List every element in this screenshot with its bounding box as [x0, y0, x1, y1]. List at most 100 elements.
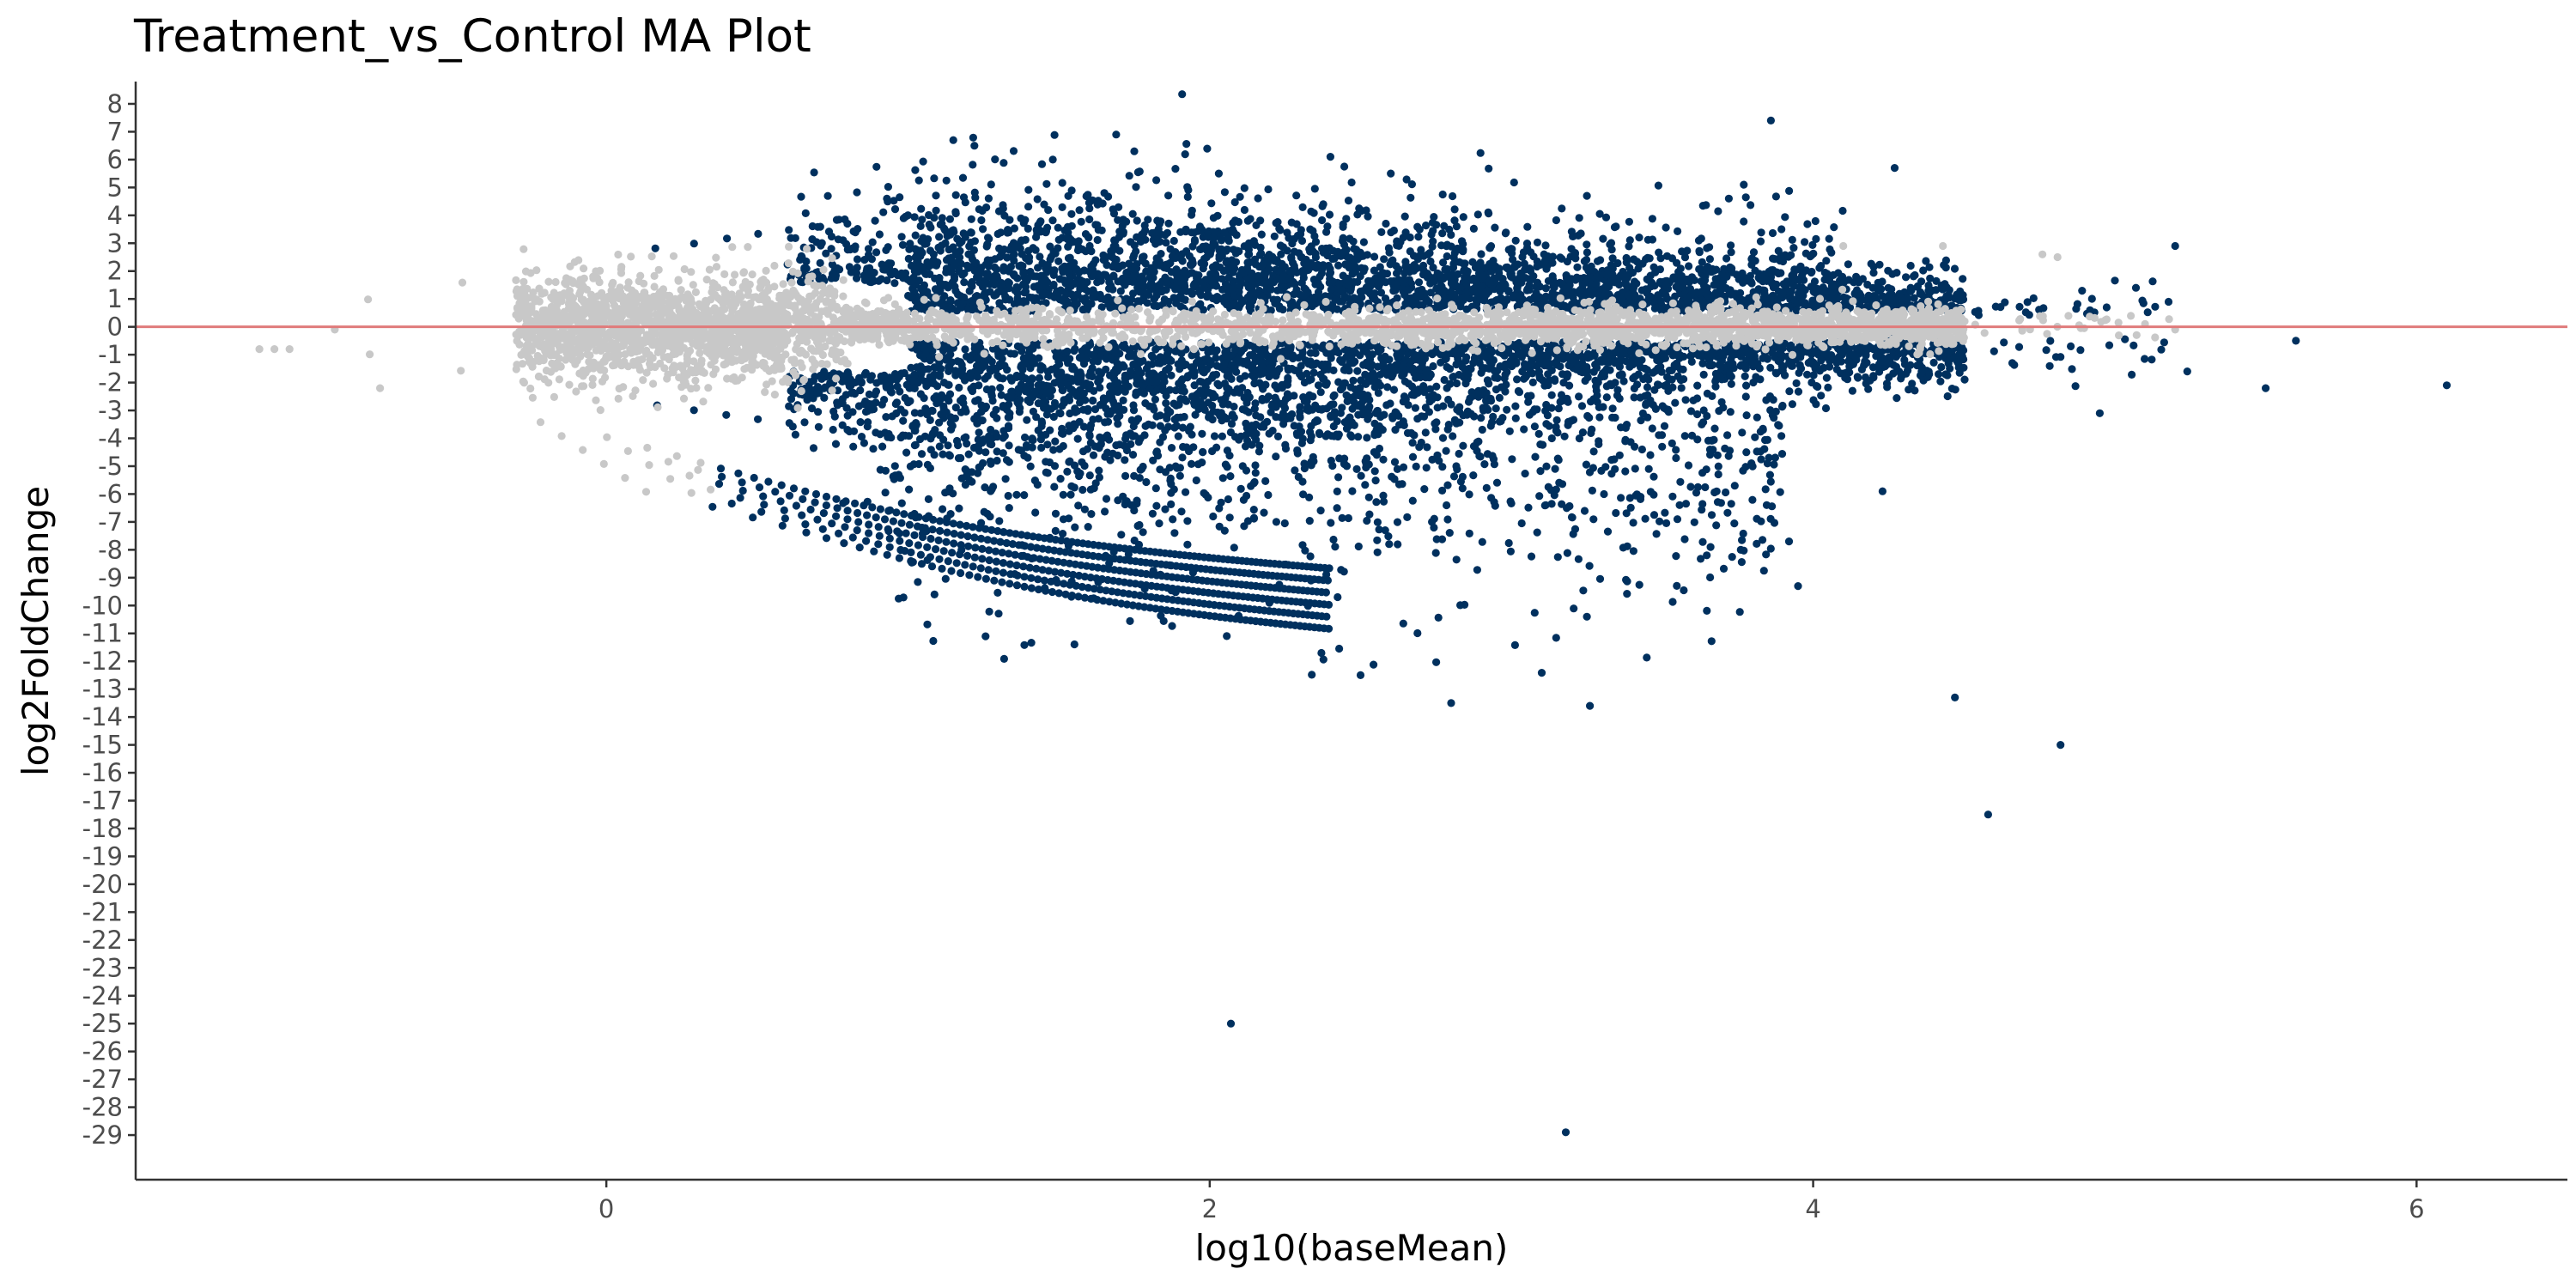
significant-point [1223, 372, 1231, 380]
significant-point [967, 280, 975, 288]
significant-point [1032, 543, 1041, 552]
significant-point [749, 513, 757, 522]
significant-point [977, 534, 986, 543]
significant-point [1078, 485, 1087, 495]
significant-point [1411, 404, 1419, 412]
significant-point [1207, 347, 1216, 355]
significant-point [1060, 580, 1068, 588]
significant-point [1715, 361, 1723, 369]
significant-point [958, 372, 967, 380]
significant-point [983, 536, 992, 544]
significant-point [1029, 244, 1037, 252]
significant-point [970, 553, 979, 562]
significant-point [853, 526, 861, 535]
significant-point [822, 534, 831, 543]
significant-point [1726, 372, 1735, 380]
significant-point [1854, 373, 1862, 382]
significant-point [1483, 376, 1492, 385]
significant-point [1139, 389, 1148, 398]
significant-point [1681, 396, 1690, 404]
significant-point [916, 222, 925, 230]
significant-point [857, 378, 866, 386]
significant-point [1382, 219, 1390, 228]
significant-point [1356, 287, 1364, 296]
significant-point [813, 515, 822, 524]
significant-point [1085, 471, 1094, 480]
significant-point [802, 528, 811, 537]
significant-point [990, 576, 999, 585]
significant-point [776, 497, 785, 506]
significant-point [1012, 561, 1021, 570]
significant-point [1077, 217, 1085, 226]
significant-point [1096, 586, 1104, 594]
significant-point [1356, 351, 1364, 360]
significant-point [914, 541, 922, 549]
significant-point [806, 505, 815, 514]
significant-point [865, 529, 873, 537]
significant-point [1129, 289, 1138, 298]
significant-point [734, 469, 743, 478]
significant-point [886, 383, 895, 392]
significant-point [992, 265, 1001, 274]
significant-point [1235, 288, 1243, 296]
significant-point [862, 537, 871, 545]
significant-point [1589, 395, 1598, 404]
significant-point [977, 216, 986, 225]
significant-point [1242, 466, 1251, 475]
significant-point [800, 264, 809, 272]
significant-point [1250, 366, 1259, 374]
significant-point [1119, 396, 1127, 404]
significant-point [1322, 612, 1331, 621]
significant-point [1057, 287, 1066, 295]
significant-point [1042, 387, 1051, 396]
significant-point [1164, 356, 1173, 365]
significant-point [1898, 372, 1906, 380]
significant-point [1178, 453, 1187, 462]
significant-point [1495, 393, 1504, 402]
significant-point [1038, 566, 1047, 574]
significant-point [910, 213, 919, 222]
significant-point [961, 345, 969, 354]
significant-point [1893, 394, 1901, 403]
significant-point [1875, 260, 1884, 269]
significant-point [883, 194, 891, 203]
significant-point [872, 162, 881, 171]
significant-point [1421, 428, 1430, 437]
significant-point [903, 211, 912, 220]
significant-point [1011, 550, 1019, 559]
significant-point [1572, 365, 1581, 373]
significant-point [998, 578, 1006, 586]
significant-point [832, 512, 841, 520]
significant-point [1618, 294, 1626, 303]
significant-point [1883, 383, 1892, 392]
significant-point [1477, 414, 1485, 422]
significant-point [1067, 209, 1076, 218]
significant-point [1335, 297, 1344, 306]
significant-point [817, 371, 825, 379]
significant-point [1190, 381, 1199, 390]
significant-point [1440, 301, 1449, 309]
significant-point [1902, 273, 1911, 282]
significant-point [1321, 588, 1330, 597]
significant-point [861, 368, 870, 377]
significant-point [1305, 391, 1314, 399]
significant-point [1318, 216, 1327, 225]
significant-point [839, 499, 848, 507]
significant-point [1491, 223, 1499, 232]
significant-point [952, 559, 961, 568]
significant-point [1095, 367, 1103, 376]
significant-point [1025, 563, 1034, 572]
significant-point [1275, 304, 1284, 313]
significant-point [1338, 404, 1346, 412]
significant-point [798, 511, 806, 519]
significant-point [1178, 90, 1187, 99]
significant-point [854, 508, 862, 518]
significant-point [1631, 277, 1639, 286]
significant-point [1788, 400, 1796, 409]
significant-point [1020, 582, 1029, 592]
significant-point [1584, 266, 1593, 275]
significant-point [1171, 386, 1180, 395]
significant-point [1334, 261, 1343, 270]
significant-point [1522, 371, 1531, 379]
significant-point [1443, 252, 1451, 261]
